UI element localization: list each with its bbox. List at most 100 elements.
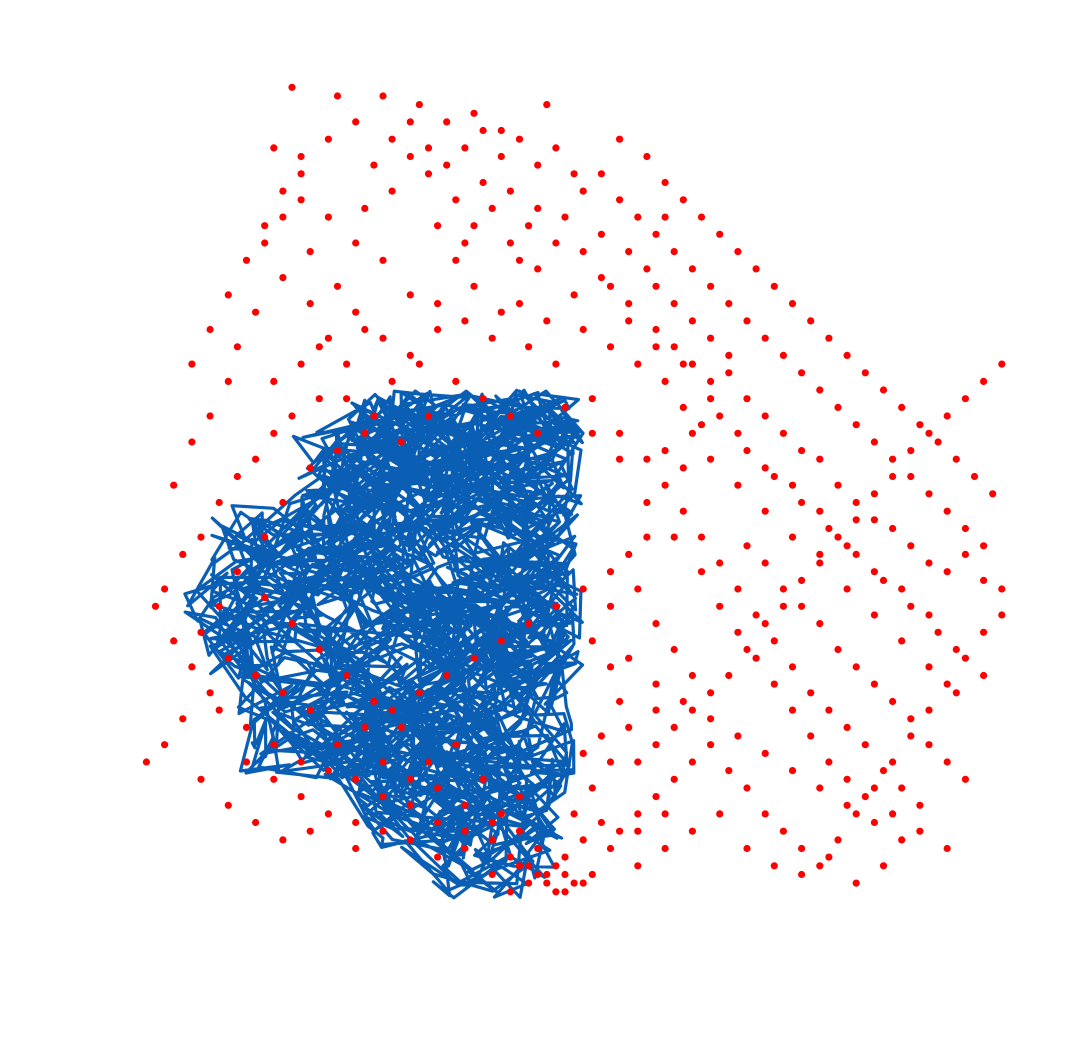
scatter-point bbox=[497, 152, 505, 161]
scatter-point bbox=[943, 507, 951, 515]
scatter-point bbox=[606, 602, 615, 610]
scatter-point bbox=[825, 853, 833, 861]
scatter-point bbox=[579, 248, 587, 256]
scatter-point bbox=[752, 654, 760, 662]
scatter-point bbox=[497, 810, 505, 818]
trajectory-lines bbox=[183, 388, 585, 900]
scatter-point bbox=[470, 282, 478, 290]
scatter-point bbox=[898, 403, 906, 411]
scatter-point bbox=[352, 308, 360, 316]
scatter-point bbox=[197, 533, 205, 541]
scatter-point bbox=[679, 403, 687, 411]
scatter-point bbox=[497, 308, 505, 316]
scatter-point bbox=[370, 697, 378, 706]
scatter-point bbox=[861, 793, 869, 801]
scatter-point bbox=[470, 654, 478, 662]
scatter-point bbox=[870, 568, 879, 576]
scatter-point bbox=[597, 274, 606, 282]
scatter-point bbox=[661, 810, 669, 818]
scatter-point bbox=[725, 767, 733, 775]
scatter-point bbox=[561, 403, 569, 411]
scatter-point bbox=[379, 256, 387, 264]
scatter-point bbox=[606, 663, 615, 671]
scatter-point bbox=[725, 351, 733, 359]
scatter-point bbox=[188, 360, 196, 368]
scatter-point bbox=[652, 706, 660, 714]
scatter-point bbox=[579, 187, 587, 195]
scatter-point bbox=[434, 325, 442, 334]
scatter-point bbox=[579, 325, 587, 334]
scatter-point bbox=[579, 585, 587, 593]
scatter-point bbox=[415, 689, 423, 697]
scatter-point bbox=[406, 291, 414, 299]
scatter-point bbox=[397, 438, 405, 446]
scatter-point bbox=[788, 706, 797, 714]
scatter-point bbox=[725, 369, 733, 377]
scatter-point bbox=[306, 300, 314, 308]
scatter-point bbox=[852, 879, 860, 887]
scatter-point bbox=[907, 542, 915, 550]
scatter-point bbox=[606, 343, 615, 351]
scatter-point bbox=[788, 300, 797, 308]
scatter-point bbox=[515, 827, 524, 835]
scatter-point bbox=[925, 490, 933, 498]
scatter-point bbox=[816, 507, 824, 515]
scatter-point bbox=[980, 542, 988, 550]
scatter-point bbox=[761, 810, 769, 818]
scatter-point bbox=[588, 784, 596, 792]
scatter-point bbox=[333, 447, 342, 455]
scatter-point bbox=[697, 533, 706, 541]
scatter-point bbox=[970, 472, 979, 481]
scatter-point bbox=[324, 334, 332, 342]
scatter-point bbox=[634, 862, 642, 870]
scatter-point bbox=[707, 334, 715, 342]
scatter-point bbox=[834, 533, 842, 541]
scatter-point bbox=[825, 706, 833, 714]
scatter-point bbox=[561, 888, 569, 896]
scatter-point bbox=[779, 429, 788, 437]
scatter-point bbox=[670, 533, 678, 541]
scatter-point bbox=[525, 343, 533, 351]
scatter-point bbox=[625, 654, 633, 662]
scatter-point bbox=[315, 395, 323, 403]
scatter-point bbox=[525, 222, 533, 230]
scatter-point bbox=[370, 161, 378, 169]
scatter-point bbox=[233, 568, 241, 576]
scatter-point bbox=[688, 706, 697, 714]
scatter-point bbox=[816, 455, 824, 463]
scatter-point bbox=[197, 628, 205, 636]
scatter-point bbox=[861, 741, 869, 749]
scatter-point bbox=[406, 152, 414, 161]
scatter-point bbox=[825, 524, 833, 533]
scatter-point bbox=[434, 784, 442, 792]
scatter-point bbox=[816, 386, 824, 394]
scatter-point bbox=[406, 775, 414, 783]
scatter-point bbox=[461, 144, 469, 152]
scatter-point bbox=[434, 853, 442, 861]
scatter-point bbox=[761, 334, 769, 342]
scatter-point bbox=[980, 671, 988, 680]
scatter-point bbox=[233, 472, 241, 481]
scatter-point bbox=[925, 429, 933, 437]
scatter-point bbox=[406, 801, 414, 809]
scatter-point bbox=[625, 317, 633, 325]
scatter-point bbox=[552, 360, 560, 368]
scatter-point bbox=[497, 637, 505, 645]
scatter-point bbox=[625, 723, 633, 732]
scatter-point bbox=[952, 645, 960, 654]
scatter-point bbox=[925, 559, 933, 567]
scatter-point bbox=[661, 213, 669, 221]
scatter-point bbox=[161, 741, 169, 749]
scatter-point bbox=[452, 377, 460, 385]
scatter-point bbox=[552, 144, 560, 152]
scatter-point bbox=[889, 524, 897, 533]
scatter-point bbox=[352, 118, 360, 126]
scatter-point bbox=[443, 671, 451, 680]
scatter-point bbox=[761, 507, 769, 515]
scatter-point bbox=[879, 862, 888, 870]
scatter-point bbox=[488, 870, 496, 879]
scatter-point bbox=[315, 645, 323, 654]
scatter-point bbox=[297, 360, 305, 368]
scatter-point bbox=[452, 741, 460, 749]
scatter-point bbox=[707, 377, 715, 385]
